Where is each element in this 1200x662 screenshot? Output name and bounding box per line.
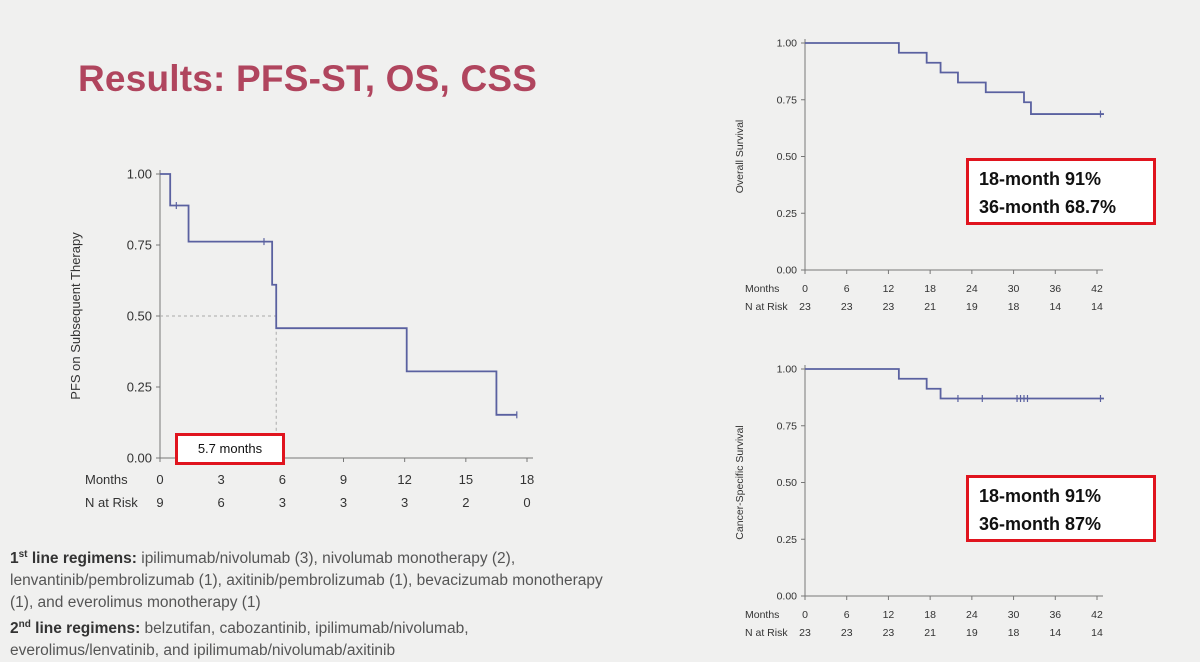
os-n-at-risk: 19 bbox=[966, 301, 978, 313]
css-18-month: 18-month 91% bbox=[979, 486, 1102, 506]
pfs-risk-label: N at Risk bbox=[85, 495, 138, 510]
pfs-x-tick-label: 3 bbox=[218, 472, 225, 487]
os-x-tick-label: 18 bbox=[924, 283, 936, 295]
css-x-tick-label: 12 bbox=[883, 609, 895, 621]
os-n-at-risk: 14 bbox=[1049, 301, 1061, 313]
css-x-tick-label: 0 bbox=[802, 609, 808, 621]
os-y-tick-label: 1.00 bbox=[777, 38, 798, 50]
os-y-tick-label: 0.75 bbox=[777, 94, 798, 106]
slide-title: Results: PFS-ST, OS, CSS bbox=[78, 58, 538, 99]
css-callout: 18-month 91% 36-month 87% bbox=[966, 475, 1156, 542]
median-pfs-label: 5.7 months bbox=[197, 441, 263, 456]
css-y-tick-label: 0.50 bbox=[777, 477, 798, 489]
os-n-at-risk: 18 bbox=[1008, 301, 1020, 313]
pfs-n-at-risk: 3 bbox=[279, 495, 286, 510]
css-x-tick-label: 6 bbox=[844, 609, 850, 621]
os-y-tick-label: 0.25 bbox=[777, 208, 798, 220]
os-x-tick-label: 6 bbox=[844, 283, 850, 295]
pfs-x-tick-label: 15 bbox=[459, 472, 473, 487]
css-x-tick-label: 24 bbox=[966, 609, 978, 621]
pfs-y-tick-label: 1.00 bbox=[127, 167, 152, 182]
pfs-y-tick-label: 0.75 bbox=[127, 238, 152, 253]
os-n-at-risk: 23 bbox=[841, 301, 853, 313]
css-n-at-risk: 14 bbox=[1091, 627, 1103, 639]
css-x-tick-label: 30 bbox=[1008, 609, 1020, 621]
pfs-y-tick-label: 0.00 bbox=[127, 451, 152, 466]
os-x-tick-label: 30 bbox=[1008, 283, 1020, 295]
os-36-month: 36-month 68.7% bbox=[979, 197, 1117, 217]
os-y-axis-title: Overall Survival bbox=[734, 120, 746, 194]
pfs-y-axis-title: PFS on Subsequent Therapy bbox=[68, 232, 83, 400]
os-x-tick-label: 24 bbox=[966, 283, 978, 295]
os-x-tick-label: 36 bbox=[1049, 283, 1061, 295]
second-line-ordinal: 2 bbox=[10, 620, 19, 638]
pfs-survival-curve bbox=[160, 173, 517, 416]
second-line-sup: nd bbox=[18, 619, 31, 631]
os-x-tick-label: 42 bbox=[1091, 283, 1103, 295]
css-y-tick-label: 0.75 bbox=[777, 420, 798, 432]
os-callout: 18-month 91% 36-month 68.7% bbox=[966, 158, 1156, 225]
css-y-tick-label: 0.00 bbox=[777, 591, 798, 603]
second-line-regimens: 2nd line regimens: belzutifan, cabozanti… bbox=[10, 614, 610, 662]
os-x-tick-label: 0 bbox=[802, 283, 808, 295]
os-18-month: 18-month 91% bbox=[979, 169, 1102, 189]
os-y-tick-label: 0.00 bbox=[777, 265, 798, 277]
os-months-label: Months bbox=[745, 283, 779, 295]
pfs-months-label: Months bbox=[85, 472, 128, 487]
regimens-text: 1st line regimens: ipilimumab/nivolumab … bbox=[10, 544, 610, 662]
second-line-label: line regimens: bbox=[30, 620, 141, 638]
pfs-x-tick-label: 18 bbox=[520, 472, 534, 487]
css-survival-curve bbox=[805, 368, 1104, 400]
css-n-at-risk: 21 bbox=[924, 627, 936, 639]
css-y-tick-label: 1.00 bbox=[777, 364, 798, 376]
css-n-at-risk: 23 bbox=[799, 627, 811, 639]
os-y-tick-label: 0.50 bbox=[777, 151, 798, 163]
pfs-x-tick-label: 0 bbox=[156, 472, 163, 487]
first-line-regimens: 1st line regimens: ipilimumab/nivolumab … bbox=[10, 544, 610, 614]
css-n-at-risk: 23 bbox=[841, 627, 853, 639]
css-36-month: 36-month 87% bbox=[979, 514, 1102, 534]
css-x-tick-label: 42 bbox=[1091, 609, 1103, 621]
css-x-tick-label: 18 bbox=[924, 609, 936, 621]
css-n-at-risk: 18 bbox=[1008, 627, 1020, 639]
first-line-label: line regimens: bbox=[27, 550, 137, 568]
pfs-x-tick-label: 12 bbox=[397, 472, 411, 487]
pfs-y-tick-label: 0.50 bbox=[127, 309, 152, 324]
pfs-n-at-risk: 3 bbox=[401, 495, 408, 510]
css-risk-label: N at Risk bbox=[745, 627, 788, 639]
css-y-axis-title: Cancer-Specific Survival bbox=[734, 425, 746, 539]
pfs-n-at-risk: 2 bbox=[462, 495, 469, 510]
pfs-n-at-risk: 6 bbox=[218, 495, 225, 510]
first-line-text: ipilimumab/nivolumab (3), nivolumab mono… bbox=[10, 550, 603, 612]
os-survival-curve bbox=[805, 42, 1104, 115]
pfs-n-at-risk: 9 bbox=[156, 495, 163, 510]
css-n-at-risk: 23 bbox=[883, 627, 895, 639]
first-line-ordinal: 1 bbox=[10, 550, 19, 568]
first-line-sup: st bbox=[18, 549, 28, 560]
os-risk-label: N at Risk bbox=[745, 301, 788, 313]
os-x-tick-label: 12 bbox=[883, 283, 895, 295]
css-n-at-risk: 19 bbox=[966, 627, 978, 639]
os-n-at-risk: 21 bbox=[924, 301, 936, 313]
pfs-n-at-risk: 0 bbox=[523, 495, 530, 510]
os-n-at-risk: 23 bbox=[799, 301, 811, 313]
os-n-at-risk: 14 bbox=[1091, 301, 1103, 313]
pfs-x-tick-label: 6 bbox=[279, 472, 286, 487]
median-pfs-callout: 5.7 months bbox=[175, 433, 285, 465]
pfs-n-at-risk: 3 bbox=[340, 495, 347, 510]
pfs-y-tick-label: 0.25 bbox=[127, 380, 152, 395]
css-n-at-risk: 14 bbox=[1049, 627, 1061, 639]
css-months-label: Months bbox=[745, 609, 779, 621]
css-x-tick-label: 36 bbox=[1049, 609, 1061, 621]
pfs-x-tick-label: 9 bbox=[340, 472, 347, 487]
css-y-tick-label: 0.25 bbox=[777, 534, 798, 546]
second-line-text: belzutifan, cabozantinib, ipilimumab/niv… bbox=[10, 620, 469, 660]
os-n-at-risk: 23 bbox=[883, 301, 895, 313]
